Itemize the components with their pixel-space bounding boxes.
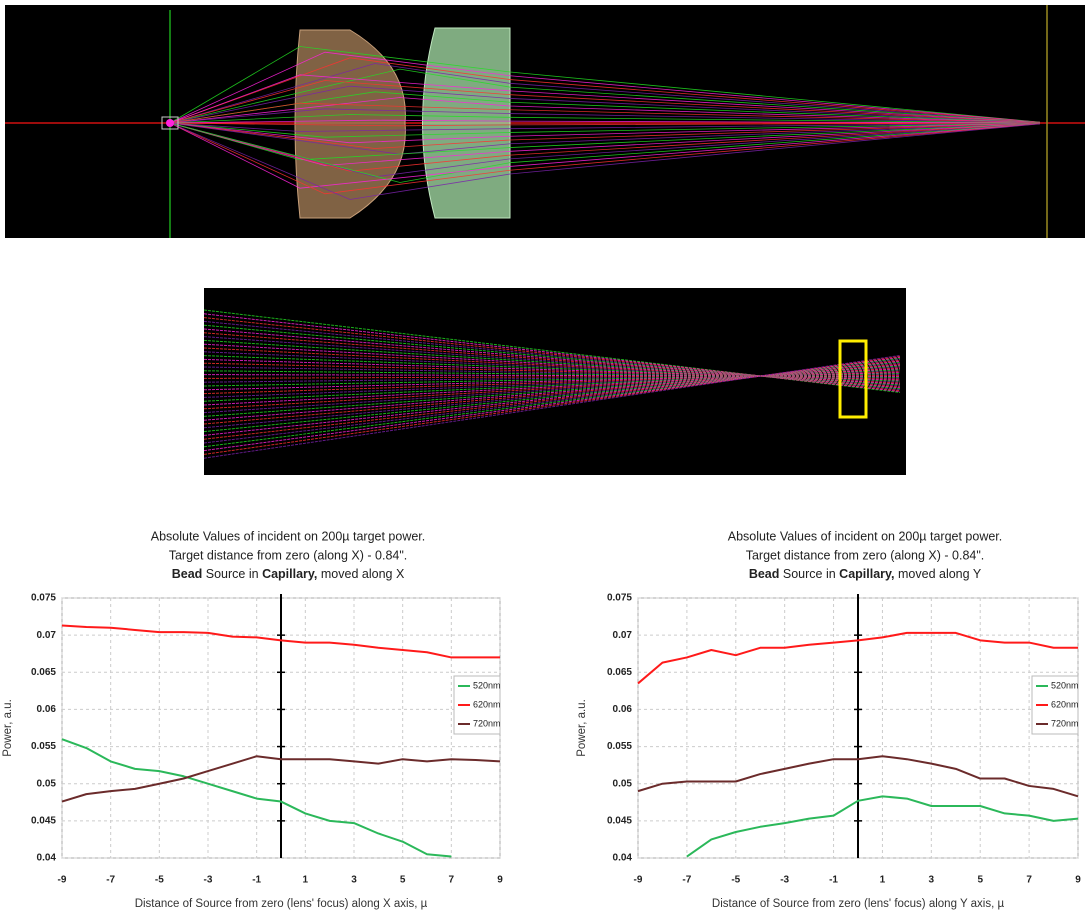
x-tick-label: -3 — [780, 875, 789, 886]
title-segment: Capillary, — [839, 567, 894, 581]
title-segment: Source in — [779, 567, 839, 581]
chart-title: Target distance from zero (along X) - 0.… — [746, 548, 985, 562]
y-axis-label: Power, a.u. — [576, 699, 588, 757]
y-tick-label: 0.07 — [37, 630, 57, 641]
title-segment: Bead — [749, 567, 780, 581]
y-tick-label: 0.055 — [31, 741, 56, 752]
y-tick-label: 0.045 — [31, 815, 56, 826]
focus-zoom-render — [204, 288, 906, 475]
y-tick-label: 0.05 — [37, 778, 57, 789]
x-tick-label: -9 — [58, 875, 67, 886]
y-tick-label: 0.075 — [31, 593, 56, 604]
x-tick-label: -1 — [829, 875, 838, 886]
y-tick-label: 0.06 — [613, 704, 633, 715]
y-axis-label: Power, a.u. — [2, 699, 14, 757]
title-segment: moved along X — [317, 567, 405, 581]
x-tick-label: 9 — [497, 875, 503, 886]
y-tick-label: 0.05 — [613, 778, 633, 789]
legend-label: 620nm — [1051, 699, 1079, 709]
x-tick-label: 3 — [929, 875, 935, 886]
x-tick-label: 7 — [449, 875, 455, 886]
x-tick-label: -1 — [252, 875, 261, 886]
chart-title: Absolute Values of incident on 200µ targ… — [151, 529, 426, 543]
title-segment: moved along Y — [895, 567, 982, 581]
x-tick-label: -3 — [204, 875, 213, 886]
x-tick-label: 9 — [1075, 875, 1081, 886]
figure: Absolute Values of incident on 200µ targ… — [0, 0, 1087, 916]
x-tick-label: 5 — [977, 875, 983, 886]
legend-label: 520nm — [473, 680, 501, 690]
y-tick-label: 0.065 — [607, 667, 632, 678]
chart-title: Bead Source in Capillary, moved along Y — [749, 567, 982, 581]
x-tick-label: -7 — [106, 875, 115, 886]
y-tick-label: 0.04 — [613, 853, 633, 864]
x-tick-label: -5 — [731, 875, 740, 886]
x-tick-label: 5 — [400, 875, 406, 886]
y-tick-label: 0.075 — [607, 593, 632, 604]
x-axis-label: Distance of Source from zero (lens' focu… — [712, 898, 1005, 910]
y-tick-label: 0.06 — [37, 704, 57, 715]
legend-label: 720nm — [1051, 718, 1079, 728]
y-tick-label: 0.04 — [37, 853, 57, 864]
y-tick-label: 0.065 — [31, 667, 56, 678]
ray-trace-render — [5, 5, 1085, 238]
x-tick-label: -9 — [634, 875, 643, 886]
title-segment: Source in — [202, 567, 262, 581]
x-tick-label: 3 — [351, 875, 357, 886]
y-tick-label: 0.055 — [607, 741, 632, 752]
chart-title: Absolute Values of incident on 200µ targ… — [728, 529, 1003, 543]
x-tick-label: 1 — [880, 875, 886, 886]
y-tick-label: 0.045 — [607, 815, 632, 826]
legend-label: 620nm — [473, 699, 501, 709]
x-tick-label: -7 — [682, 875, 691, 886]
y-tick-label: 0.07 — [613, 630, 633, 641]
legend-label: 520nm — [1051, 680, 1079, 690]
title-segment: Bead — [172, 567, 203, 581]
source — [166, 119, 174, 127]
title-segment: Capillary, — [262, 567, 317, 581]
chart-title: Bead Source in Capillary, moved along X — [172, 567, 405, 581]
x-tick-label: 7 — [1026, 875, 1032, 886]
x-axis-label: Distance of Source from zero (lens' focu… — [135, 898, 428, 910]
x-tick-label: 1 — [303, 875, 309, 886]
legend-label: 720nm — [473, 718, 501, 728]
lens-2 — [423, 28, 511, 218]
chart-title: Target distance from zero (along X) - 0.… — [169, 548, 408, 562]
x-tick-label: -5 — [155, 875, 164, 886]
